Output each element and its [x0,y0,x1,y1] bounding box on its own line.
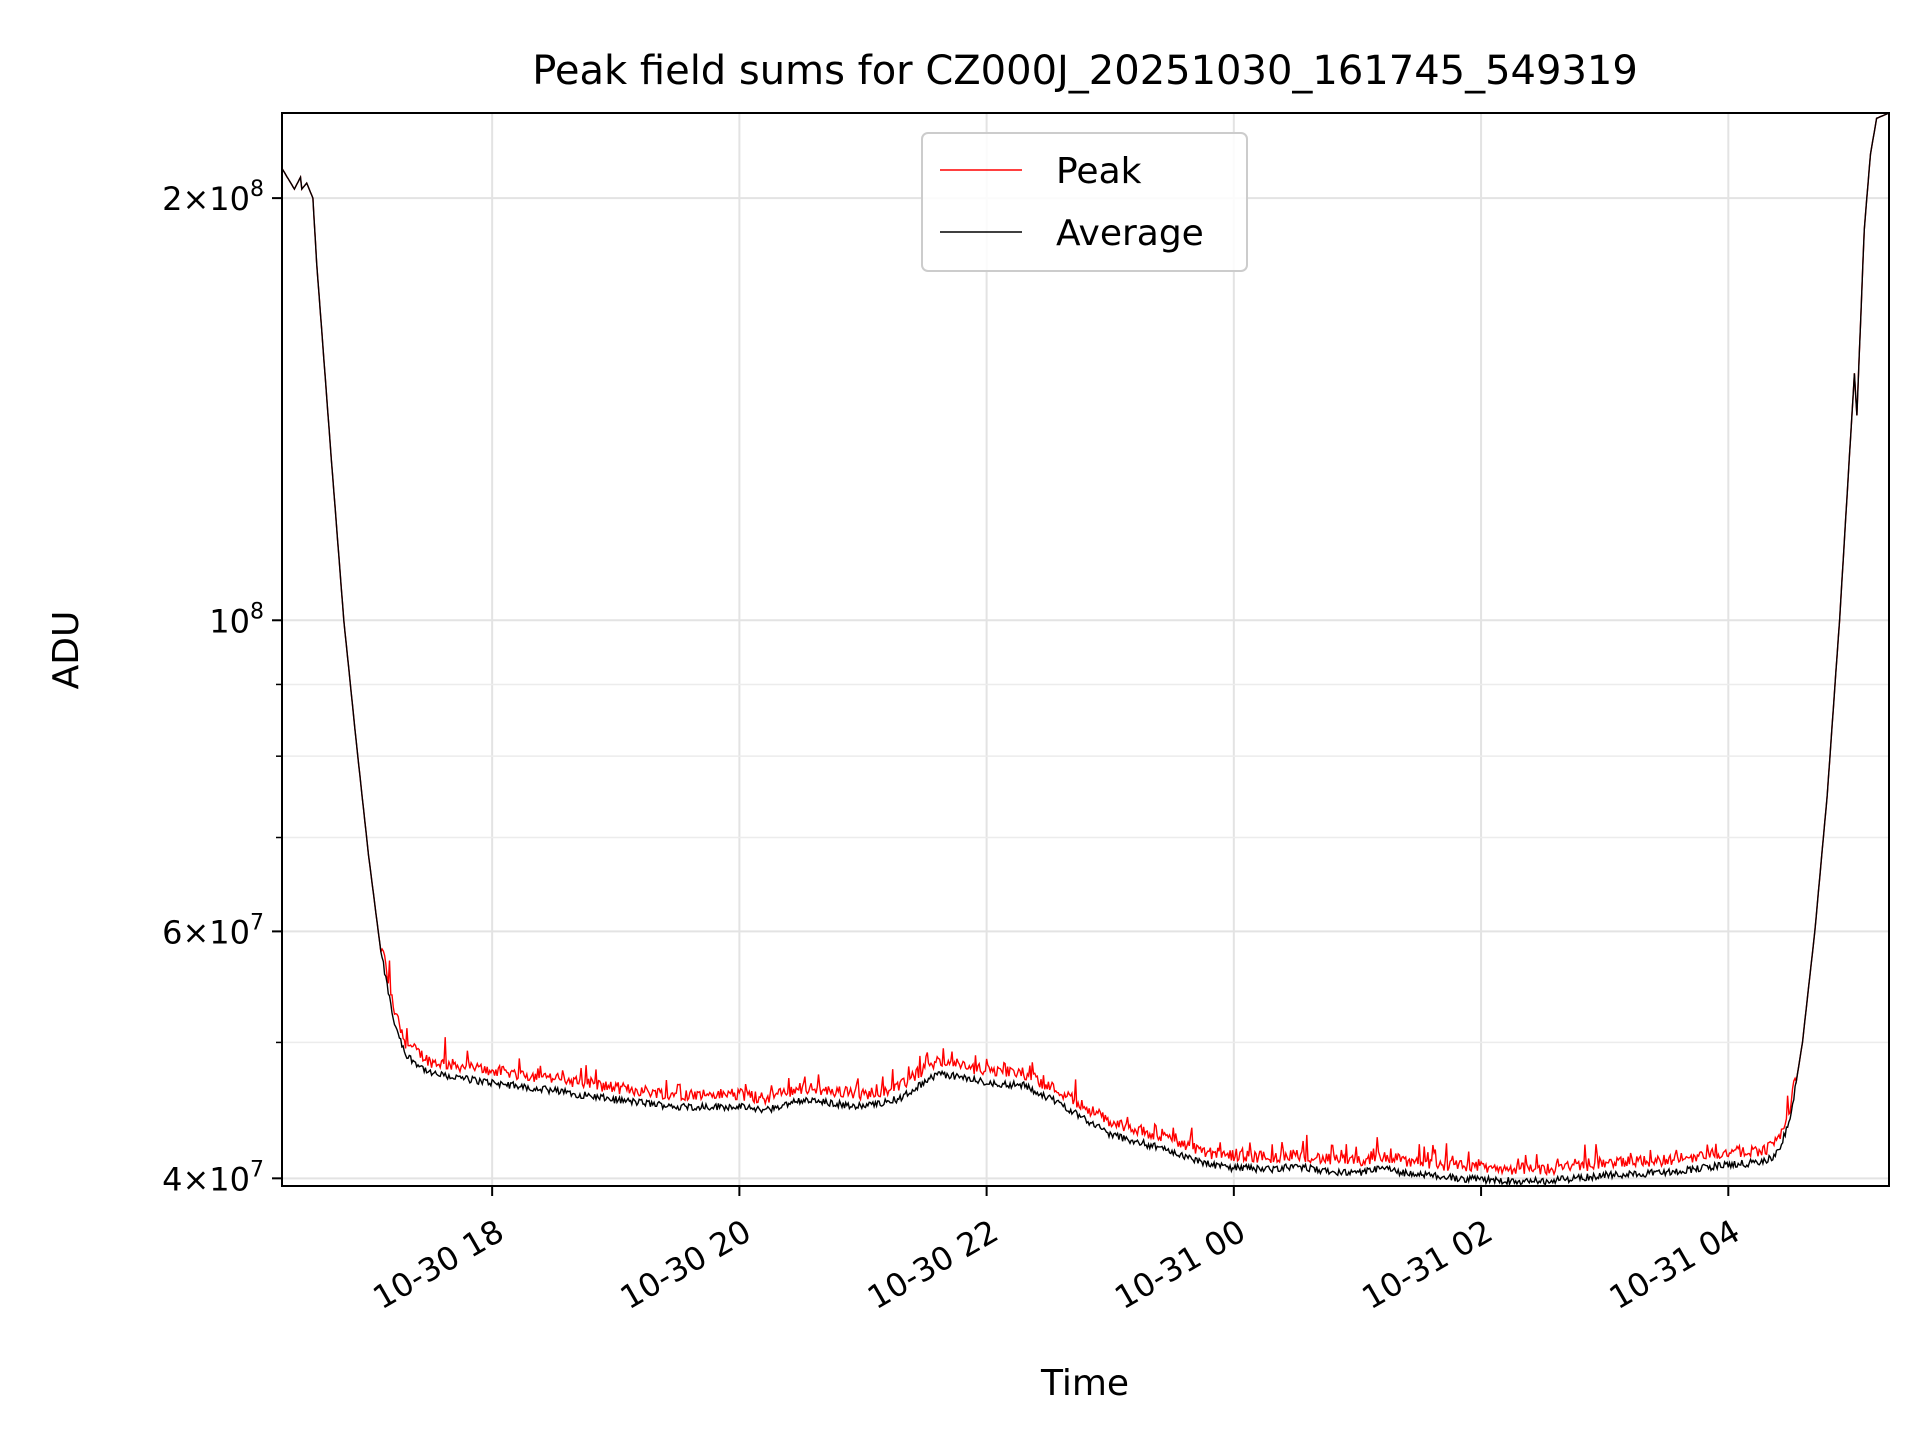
y-tick-label: 108 [209,599,264,640]
y-tick-label: 4×107 [162,1157,264,1198]
y-tick-label: 2×108 [162,177,264,218]
series-line-average [281,112,1890,1187]
x-axis-label: Time [1040,1363,1129,1404]
chart-title: Peak field sums for CZ000J_20251030_1617… [532,48,1638,94]
legend-label-peak: Peak [1056,151,1142,192]
plot-frame [281,112,1890,1187]
y-axis-label: ADU [46,611,87,690]
legend: Peak Average [921,132,1248,272]
series-line-peak [281,112,1890,1177]
legend-box [921,132,1248,272]
legend-label-average: Average [1056,213,1204,254]
y-tick-label: 6×107 [162,910,264,951]
series-layer [281,112,1890,1187]
